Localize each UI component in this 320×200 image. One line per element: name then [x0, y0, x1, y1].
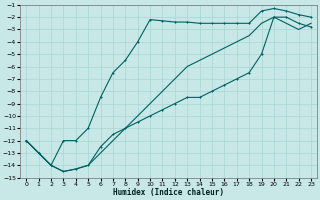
X-axis label: Humidex (Indice chaleur): Humidex (Indice chaleur)	[113, 188, 224, 197]
